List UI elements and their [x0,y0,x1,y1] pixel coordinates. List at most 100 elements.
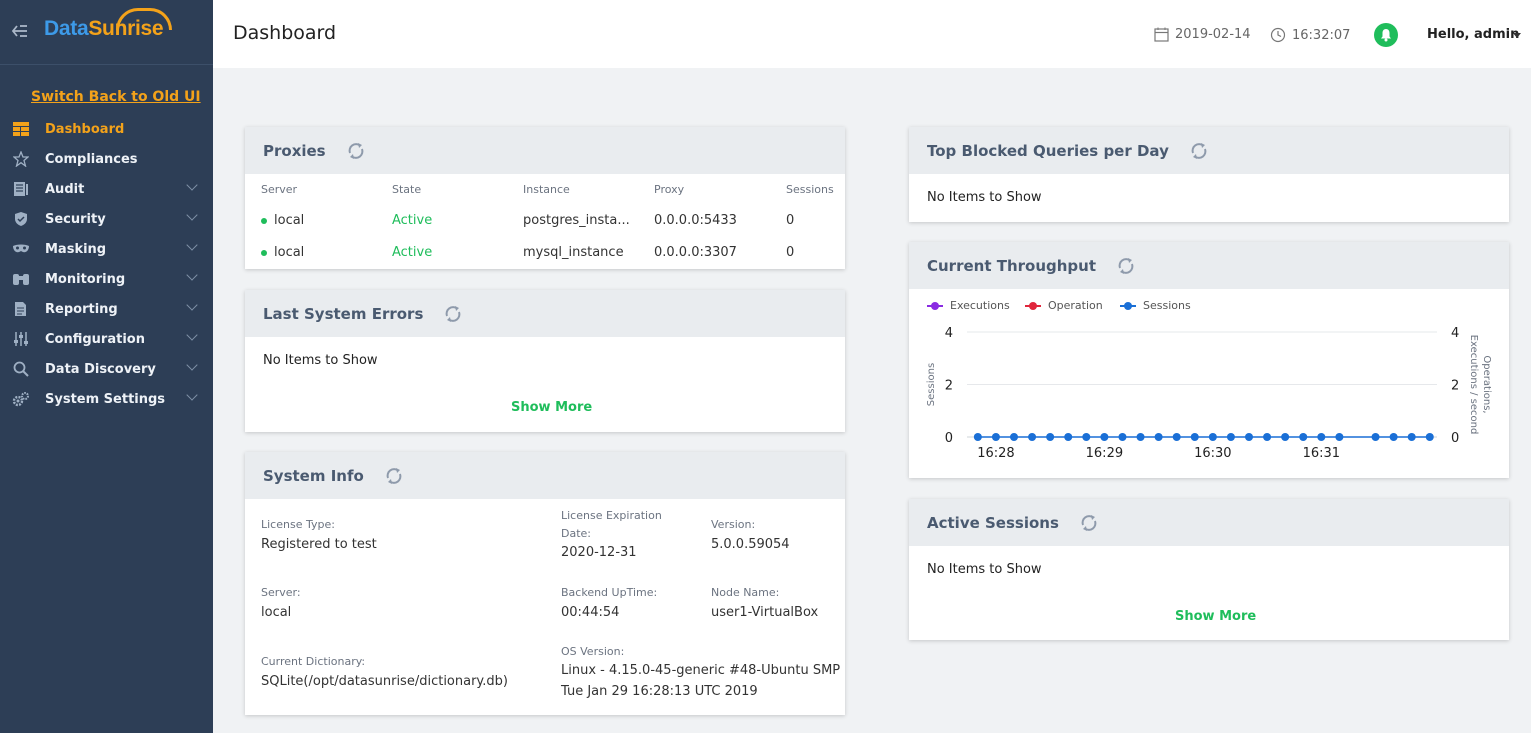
active-sessions-card: Active Sessions No Items to Show Show Mo… [909,499,1509,640]
card-header: Active Sessions [909,499,1509,546]
shield-icon [12,210,30,228]
sidebar-item-system-settings[interactable]: System Settings [0,384,213,414]
notifications-button[interactable] [1374,23,1398,47]
data-point [1118,433,1127,441]
card-title: Active Sessions [927,513,1059,532]
license-expiration-label-2: Date: [561,527,591,540]
legend-executions[interactable]: Executions [927,299,1010,312]
version-value: 5.0.0.59054 [711,537,790,552]
refresh-icon[interactable] [384,466,404,486]
y-tick-label-right: 2 [1451,379,1459,394]
chevron-down-icon [186,329,198,341]
data-point [1281,433,1290,441]
column-header: Server [261,183,298,196]
node-name-label: Node Name: [711,586,780,599]
status-dot [261,217,267,224]
show-more-button[interactable]: Show More [511,400,593,415]
chevron-down-icon [186,239,198,251]
chevron-down-icon [186,269,198,281]
sidebar-item-reporting[interactable]: Reporting [0,294,213,324]
star-icon [12,150,30,168]
refresh-icon[interactable] [443,304,463,324]
data-point [1335,433,1344,441]
user-menu[interactable]: Hello, admin [1427,27,1520,42]
data-point [1154,433,1163,441]
legend-sessions[interactable]: Sessions [1120,299,1191,312]
data-point [1299,433,1308,441]
data-point [1389,433,1398,441]
y-tick-label-right: 4 [1451,326,1459,341]
search-icon [12,360,30,378]
data-point [1371,433,1380,441]
os-version-line1: Linux - 4.15.0-45-generic #48-Ubuntu SMP [561,663,841,678]
top-bar: Dashboard 2019-02-14 16:32:07 Hello, adm… [213,0,1531,68]
gears-icon [12,390,30,408]
data-point [1208,433,1217,441]
instance-cell: postgres_insta... [523,213,630,228]
legend-operation[interactable]: Operation [1025,299,1103,312]
sidebar-item-label: System Settings [45,391,166,407]
legend-marker [927,301,943,310]
collapse-sidebar-icon[interactable] [11,24,31,42]
caret-down-icon[interactable] [1513,33,1521,38]
legend-marker [1025,301,1041,310]
throughput-chart: 0 0 2 2 4 4 16:28 16:29 16:30 16:31 Sessions Operat… [926,326,1492,461]
sidebar-item-label: Monitoring [45,271,126,287]
report-icon [12,300,30,318]
proxies-card: Proxies Server State Instance Proxy Sess… [245,127,845,269]
logo-bar: DataSunrise [0,0,213,65]
logo-text-sunrise: Sunrise [88,17,164,40]
dictionary-label: Current Dictionary: [261,655,366,668]
server-cell: local [261,245,304,260]
sidebar-item-security[interactable]: Security [0,204,213,234]
chevron-down-icon [186,359,198,371]
card-title: System Info [263,466,364,485]
license-expiration-label: License Expiration [561,509,662,522]
data-point [1136,433,1145,441]
column-header: State [392,183,422,196]
y-tick-label-left: 0 [945,431,953,446]
card-header: Proxies [245,127,845,174]
date-display: 2019-02-14 [1154,27,1251,42]
refresh-icon[interactable] [1116,256,1136,276]
column-header: Proxy [654,183,685,196]
sidebar-item-label: Reporting [45,301,118,317]
data-point [1425,433,1434,441]
sidebar-item-data-discovery[interactable]: Data Discovery [0,354,213,384]
refresh-icon[interactable] [1079,513,1099,533]
refresh-icon[interactable] [346,141,366,161]
sidebar-item-compliances[interactable]: Compliances [0,144,213,174]
sidebar-item-audit[interactable]: Audit [0,174,213,204]
data-point [1064,433,1073,441]
show-more-button[interactable]: Show More [1175,609,1257,624]
chevron-down-icon [186,299,198,311]
refresh-icon[interactable] [1189,141,1209,161]
state-cell: Active [392,245,433,260]
empty-message: No Items to Show [927,190,1042,205]
system-errors-card: Last System Errors No Items to Show Show… [245,290,845,432]
clock-icon [1270,27,1286,43]
column-header: Sessions [786,183,834,196]
sidebar-item-masking[interactable]: Masking [0,234,213,264]
sidebar-nav: Dashboard Compliances Audit Security Mas… [0,114,213,414]
x-tick-label: 16:29 [1086,446,1123,461]
logo-text-data: Data [44,17,89,40]
data-point [1172,433,1181,441]
license-type-label: License Type: [261,518,335,531]
empty-message: No Items to Show [927,562,1042,577]
node-name-value: user1-VirtualBox [711,605,819,620]
sidebar-item-monitoring[interactable]: Monitoring [0,264,213,294]
blocked-queries-card: Top Blocked Queries per Day No Items to … [909,127,1509,222]
data-point [1082,433,1091,441]
chevron-down-icon [186,179,198,191]
logo: DataSunrise [44,17,164,41]
switch-old-ui-link[interactable]: Switch Back to Old UI [31,89,201,105]
sidebar-item-dashboard[interactable]: Dashboard [0,114,213,144]
sidebar-item-configuration[interactable]: Configuration [0,324,213,354]
sidebar-item-label: Data Discovery [45,361,156,377]
card-title: Top Blocked Queries per Day [927,141,1169,160]
legend-label: Operation [1048,299,1103,312]
data-point [991,433,1000,441]
proxy-cell: 0.0.0.0:5433 [654,213,737,228]
data-point [1407,433,1416,441]
